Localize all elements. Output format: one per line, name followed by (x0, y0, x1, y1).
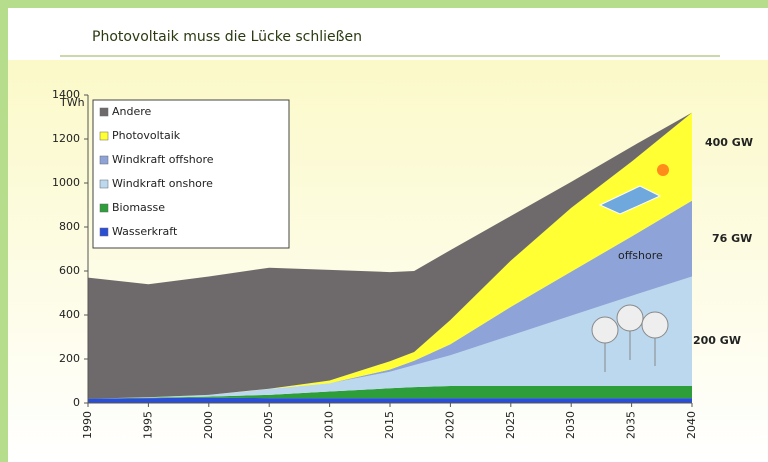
area (88, 200, 692, 399)
annotation: 400 GW (705, 136, 753, 149)
x-tick-label: 1990 (81, 411, 94, 439)
legend-swatch (99, 179, 109, 189)
legend-label: Wasserkraft (112, 225, 178, 238)
x-tick-label: 2015 (383, 411, 396, 439)
x-tick-label: 1995 (141, 411, 154, 439)
area (88, 397, 692, 403)
x-tick-label: 2040 (685, 411, 698, 439)
y-tick-label: 800 (59, 220, 80, 233)
x-tick-label: 2010 (323, 411, 336, 439)
legend-label: Andere (112, 105, 152, 118)
x-tick-label: 2025 (504, 411, 517, 439)
annotation: 76 GW (712, 232, 752, 245)
annotation: 200 GW (693, 334, 741, 347)
legend: Andere Photovoltaik Windkraft offshore Wind… (92, 99, 290, 249)
x-tick-label: 2000 (202, 411, 215, 439)
legend-label: Windkraft offshore (112, 153, 214, 166)
legend-box (92, 99, 290, 249)
legend-swatch (99, 203, 109, 213)
y-tick-label: 1200 (52, 132, 80, 145)
area (88, 112, 692, 399)
x-tick-label: 2035 (625, 411, 638, 439)
area (88, 276, 692, 399)
chart-title: Photovoltaik muss die Lücke schließen (92, 29, 362, 45)
y-tick-label: 1400 (52, 88, 80, 101)
y-tick-label: 200 (59, 352, 80, 365)
area (88, 386, 692, 399)
legend-label: Windkraft onshore (112, 177, 213, 190)
annotation: offshore (618, 249, 663, 262)
legend-swatch (99, 107, 109, 117)
decoration (591, 164, 669, 372)
plot: 0 200 400 600 800 1000 1200 1400 1990 1995 2000 200… (52, 88, 698, 439)
legend-swatch (99, 227, 109, 237)
y-tick-label: 0 (73, 396, 80, 409)
legend-label: Photovoltaik (112, 129, 181, 142)
y-tick-label: 1000 (52, 176, 80, 189)
y-tick-label: 400 (59, 308, 80, 321)
legend-label: Biomasse (112, 201, 165, 214)
area (88, 112, 692, 399)
x-tick-label: 2005 (262, 411, 275, 439)
solar-panel-icon (598, 185, 662, 215)
legend-swatch (99, 131, 109, 141)
x-tick-label: 2020 (443, 411, 456, 439)
legend-swatch (99, 155, 109, 165)
y-axis-label: TWh (59, 96, 85, 109)
y-tick-label: 600 (59, 264, 80, 277)
x-tick-label: 2030 (564, 411, 577, 439)
sun-icon (657, 164, 669, 176)
turbines-icon (591, 304, 669, 372)
